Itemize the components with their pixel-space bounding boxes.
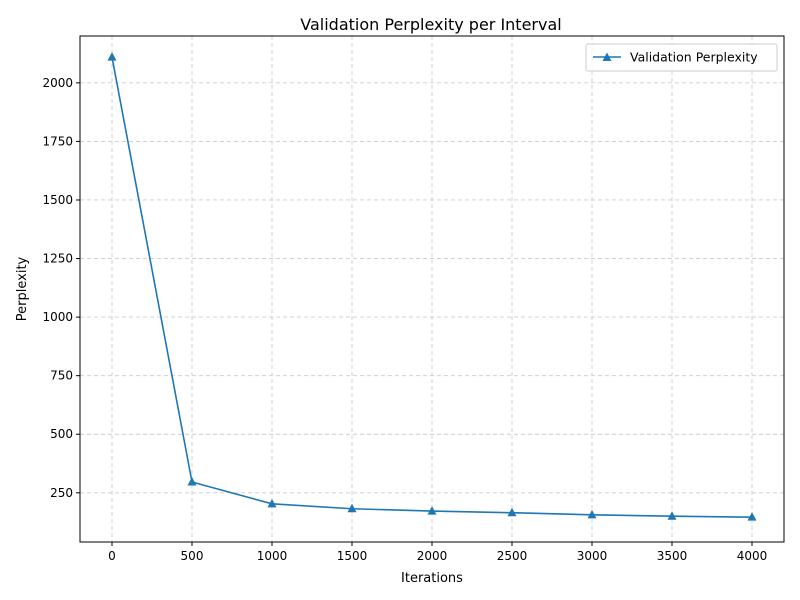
y-axis-label: Perplexity	[15, 256, 30, 321]
data-point-marker	[667, 511, 677, 520]
y-tick-label: 1250	[42, 252, 73, 266]
y-tick-label: 500	[50, 427, 73, 441]
data-point-marker	[187, 477, 197, 486]
series-line	[111, 56, 753, 518]
x-tick-label: 3500	[657, 549, 688, 563]
chart-title: Validation Perplexity per Interval	[300, 15, 561, 34]
grid	[80, 36, 784, 542]
data-point-marker	[107, 52, 117, 61]
legend: Validation Perplexity	[585, 43, 778, 72]
y-tick-label: 250	[50, 486, 73, 500]
x-tick-label: 1500	[337, 549, 368, 563]
data-point-marker	[587, 509, 597, 519]
x-tick-label: 3000	[577, 549, 608, 563]
x-tick-label: 1000	[257, 549, 288, 563]
y-tick-label: 2000	[42, 76, 73, 90]
x-tick-label: 4000	[737, 549, 768, 563]
data-point-marker	[507, 507, 517, 517]
x-axis-label: Iterations	[401, 571, 463, 586]
series-layer	[107, 52, 757, 521]
x-tick-label: 2500	[497, 549, 528, 563]
data-point-marker	[347, 503, 357, 513]
x-axis: 0 500 1000 1500 2000 2500 3000 3500 4000	[108, 542, 767, 563]
y-tick-label: 1500	[42, 193, 73, 207]
data-point-marker	[747, 512, 757, 521]
x-tick-label: 2000	[417, 549, 448, 563]
legend-marker	[602, 52, 612, 61]
data-point-marker	[267, 498, 277, 508]
data-point-marker	[427, 506, 437, 515]
legend-box	[585, 43, 778, 72]
x-tick-label: 0	[108, 549, 116, 563]
legend-label: Validation Perplexity	[630, 50, 758, 65]
y-axis: 250 500 750 1000 1250 1500 1750 2000	[42, 76, 80, 500]
y-tick-label: 1750	[42, 134, 73, 148]
x-tick-label: 500	[181, 549, 204, 563]
y-tick-label: 1000	[42, 310, 73, 324]
y-tick-label: 750	[50, 369, 73, 383]
